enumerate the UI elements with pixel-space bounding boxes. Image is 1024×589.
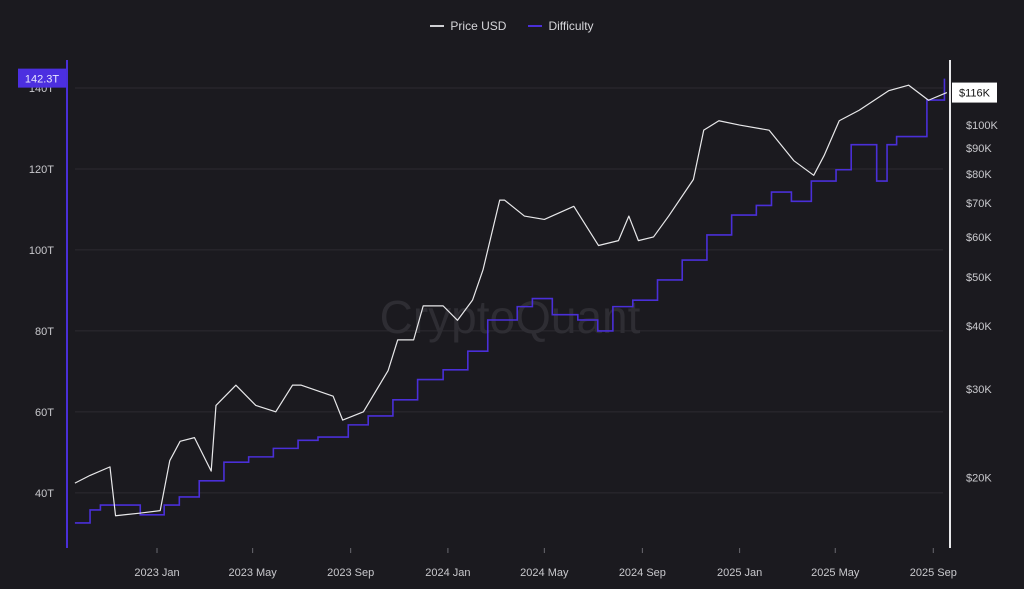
y-left-tick-label: 120T bbox=[29, 164, 54, 176]
watermark: CryptoQuant bbox=[380, 291, 641, 343]
y-right-tick-label: $50K bbox=[966, 272, 992, 284]
y-right-tick-label: $40K bbox=[966, 321, 992, 333]
y-right-tick-label: $60K bbox=[966, 232, 992, 244]
difficulty-series-line bbox=[74, 78, 946, 524]
y-right-tick-label: $30K bbox=[966, 384, 992, 396]
axes: 40T60T80T100T120T140T$20K$30K$40K$50K$60… bbox=[18, 60, 998, 579]
difficulty-line-swatch-icon bbox=[528, 25, 543, 27]
x-tick-label: 2024 Sep bbox=[619, 567, 666, 579]
price-current-badge bbox=[952, 82, 997, 103]
x-tick-label: 2025 May bbox=[811, 567, 860, 579]
price-series-line bbox=[74, 84, 948, 517]
y-right-tick-label: $80K bbox=[966, 169, 992, 181]
grid bbox=[75, 87, 943, 494]
y-right-tick-label: $100K bbox=[966, 120, 998, 132]
series-layer bbox=[74, 78, 948, 524]
y-left-tick-label: 40T bbox=[35, 488, 54, 500]
y-right-tick-label: $90K bbox=[966, 143, 992, 155]
y-left-tick-label: 100T bbox=[29, 245, 54, 257]
y-left-tick-label: 60T bbox=[35, 407, 54, 419]
x-tick-label: 2023 Sep bbox=[327, 567, 374, 579]
price-current-label: $116K bbox=[959, 88, 991, 100]
y-left-tick-label: 80T bbox=[35, 326, 54, 338]
x-tick-label: 2024 May bbox=[520, 567, 569, 579]
x-tick-label: 2023 May bbox=[228, 567, 277, 579]
legend-label-difficulty: Difficulty bbox=[548, 19, 594, 33]
difficulty-current-label: 142.3T bbox=[25, 74, 60, 86]
price-line-swatch-icon bbox=[430, 25, 445, 27]
x-tick-label: 2025 Jan bbox=[717, 567, 762, 579]
x-tick-label: 2023 Jan bbox=[134, 567, 179, 579]
legend-item-price[interactable]: Price USD bbox=[430, 19, 506, 33]
y-right-tick-label: $20K bbox=[966, 473, 992, 485]
x-tick-label: 2025 Sep bbox=[910, 567, 957, 579]
x-tick-label: 2024 Jan bbox=[425, 567, 470, 579]
legend-label-price: Price USD bbox=[450, 19, 507, 33]
y-right-tick-label: $70K bbox=[966, 198, 992, 210]
difficulty-current-badge bbox=[18, 68, 66, 88]
legend: Price USD Difficulty bbox=[0, 19, 1024, 33]
legend-item-difficulty[interactable]: Difficulty bbox=[528, 19, 594, 33]
